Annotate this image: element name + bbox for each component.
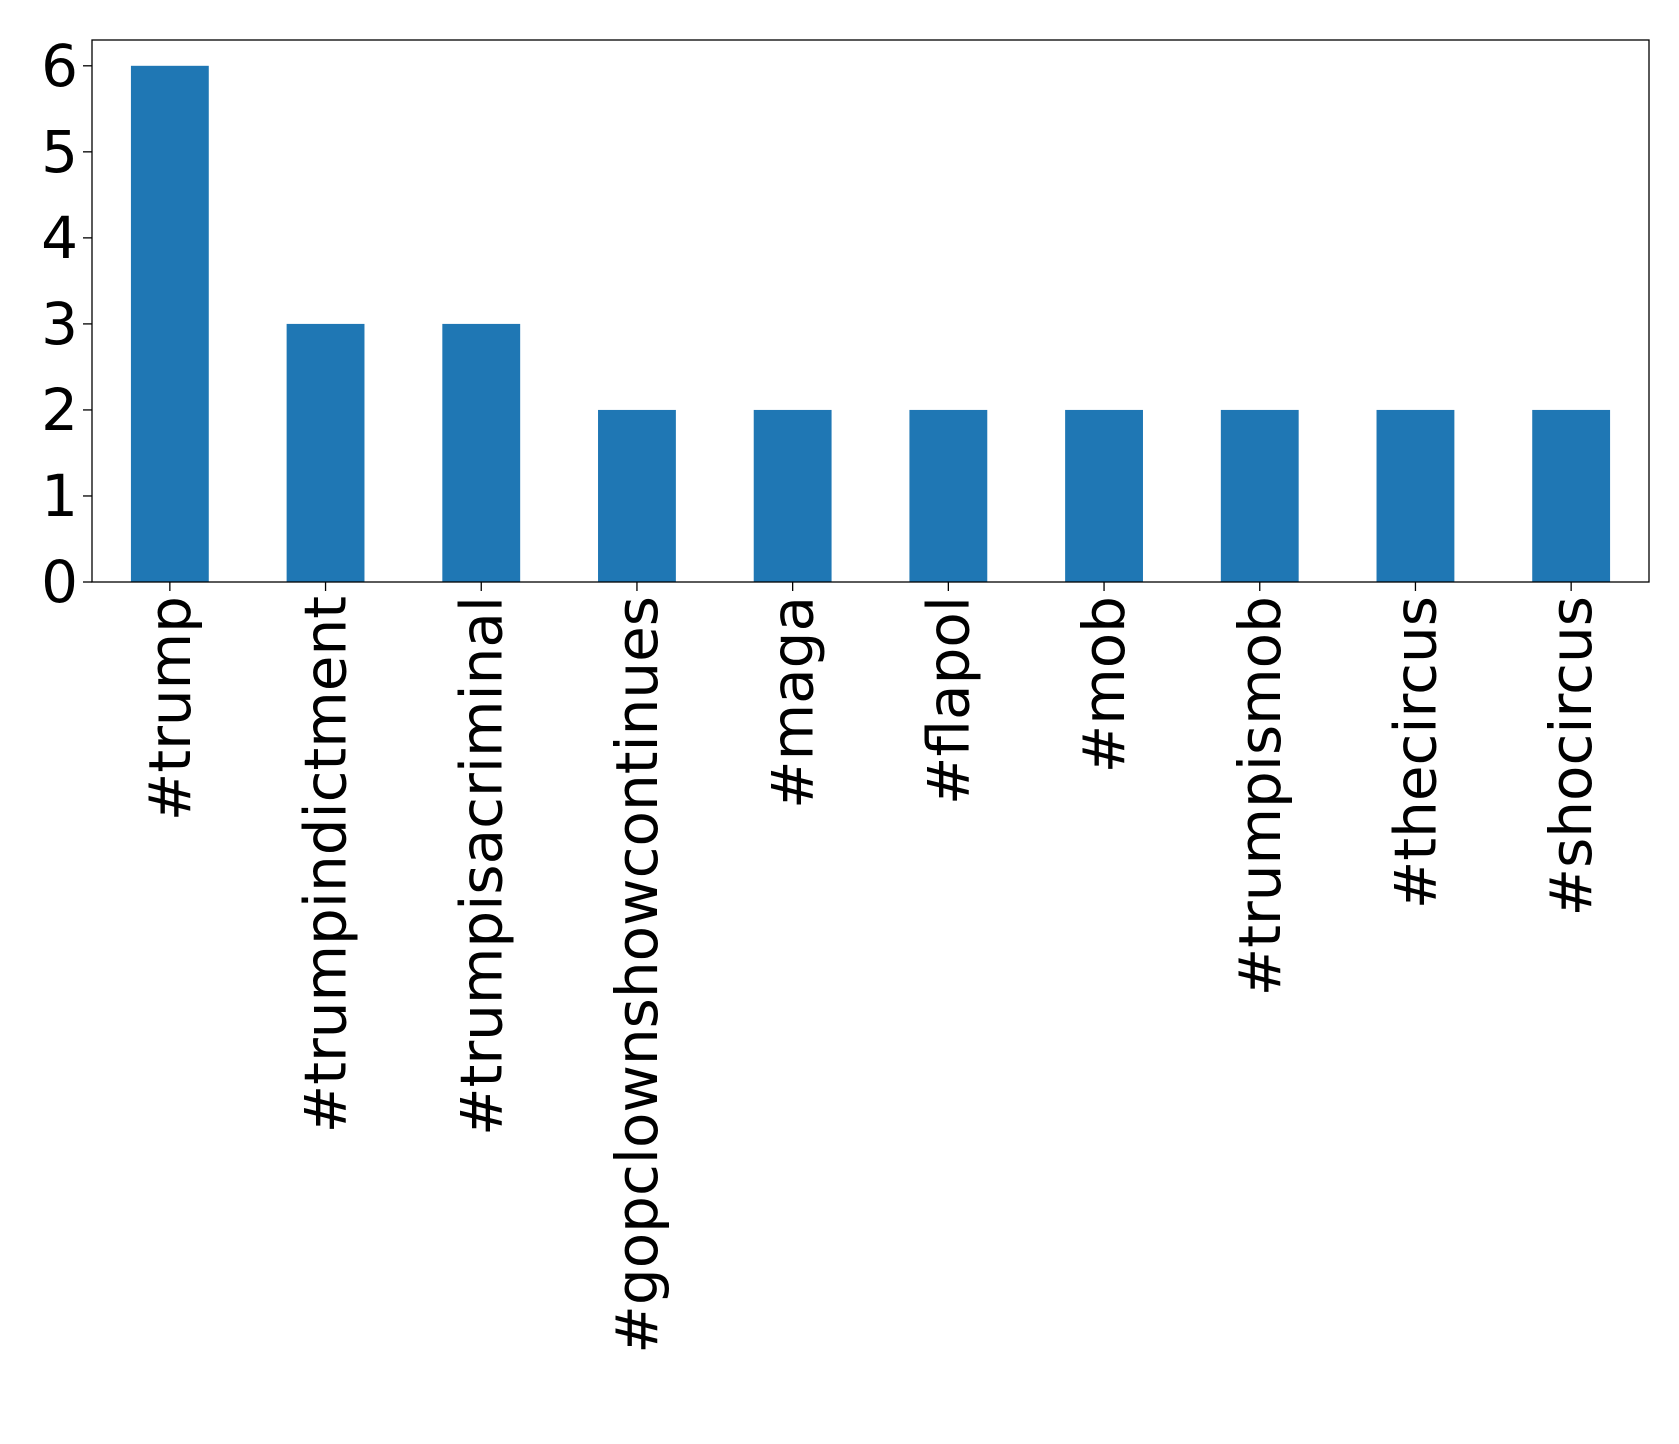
y-tick-label: 4 bbox=[41, 204, 78, 272]
bar-trump bbox=[130, 65, 209, 583]
bar-thecircus bbox=[1376, 409, 1455, 582]
bars-layer bbox=[130, 65, 1611, 583]
x-tick-label: #trumpismob bbox=[1226, 596, 1294, 996]
y-axis: 0 1 2 3 4 5 6 bbox=[41, 32, 92, 616]
bar-mob bbox=[1065, 409, 1143, 582]
x-tick-label: #maga bbox=[759, 596, 827, 809]
x-tick-label: #shocircus bbox=[1537, 596, 1605, 917]
bar-maga bbox=[753, 409, 832, 582]
y-tick-label: 3 bbox=[41, 290, 78, 358]
bar-trumpismob bbox=[1220, 409, 1299, 582]
y-tick-label: 5 bbox=[41, 118, 78, 186]
x-tick-label: #gopclownshowcontinues bbox=[603, 596, 671, 1354]
bar-trumpisacriminal bbox=[442, 323, 521, 582]
bar-flapol bbox=[909, 409, 988, 582]
x-tick-label: #trump bbox=[136, 596, 204, 821]
x-tick-label: #mob bbox=[1070, 596, 1138, 773]
x-tick-label: #trumpindictment bbox=[292, 596, 360, 1133]
x-tick-label: #trumpisacriminal bbox=[447, 596, 515, 1136]
y-tick-label: 0 bbox=[41, 548, 78, 616]
x-axis: #trump #trumpindictment #trumpisacriminal #… bbox=[136, 582, 1605, 1354]
plot-frame bbox=[91, 39, 1650, 583]
bar-gopclownshowcontinues bbox=[598, 409, 676, 582]
y-tick-label: 6 bbox=[41, 32, 78, 100]
x-tick-label: #thecircus bbox=[1381, 596, 1449, 909]
y-tick-label: 2 bbox=[41, 376, 78, 444]
bar-shocircus bbox=[1532, 409, 1611, 582]
x-tick-label: #flapol bbox=[914, 596, 982, 805]
y-tick-label: 1 bbox=[41, 462, 78, 530]
bar-trumpindictment bbox=[286, 323, 365, 582]
